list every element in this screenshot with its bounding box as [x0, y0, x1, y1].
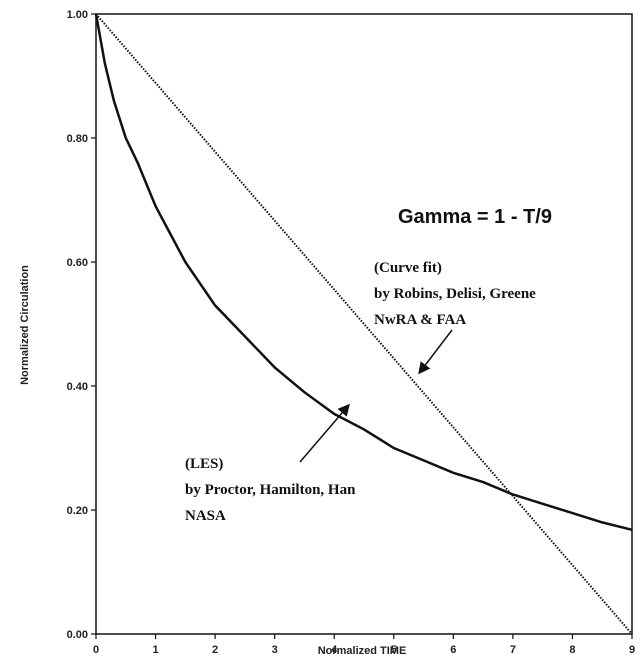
- x-tick-label-2: 2: [212, 644, 218, 656]
- y-tick-label-4: 0.80: [67, 133, 88, 145]
- y-tick-label-2: 0.40: [67, 381, 88, 393]
- equation-label: Gamma = 1 - T/9: [398, 206, 552, 228]
- x-tick-label-8: 8: [569, 644, 575, 656]
- series-layer: [94, 13, 633, 635]
- y-tick-label-5: 1.00: [67, 9, 88, 21]
- les-label-3: NASA: [185, 508, 226, 524]
- axis-ticks: 0 1 2 3 4 5 6 7 8 9 0.00 0.20 0.40 0.60 0.80 1.00: [67, 9, 635, 656]
- x-axis-title: Normalized TIME: [318, 645, 407, 657]
- y-tick-label-0: 0.00: [67, 629, 88, 641]
- x-tick-label-7: 7: [510, 644, 516, 656]
- x-tick-label-9: 9: [629, 644, 635, 656]
- x-tick-label-5: 5: [391, 644, 397, 656]
- y-axis-title: Normalized Circulation: [19, 265, 31, 385]
- series-line-les: [94, 13, 633, 532]
- curvefit-label-3: NwRA & FAA: [374, 312, 466, 328]
- x-tick-label-6: 6: [450, 644, 456, 656]
- les-arrow: [299, 403, 350, 463]
- x-tick-label-3: 3: [272, 644, 278, 656]
- x-tick-label-1: 1: [152, 644, 158, 656]
- les-label-2: by Proctor, Hamilton, Han: [185, 482, 356, 498]
- curvefit-arrow: [418, 329, 453, 375]
- y-tick-label-3: 0.60: [67, 257, 88, 269]
- x-tick-label-0: 0: [93, 644, 99, 656]
- curvefit-label-1: (Curve fit): [374, 260, 442, 276]
- les-label-1: (LES): [185, 456, 223, 472]
- series-line-curvefit: [95, 13, 633, 635]
- y-tick-label-1: 0.20: [67, 505, 88, 517]
- curvefit-label-2: by Robins, Delisi, Greene: [374, 286, 536, 302]
- x-tick-label-4: 4: [331, 644, 338, 656]
- plot-frame: [95, 13, 633, 635]
